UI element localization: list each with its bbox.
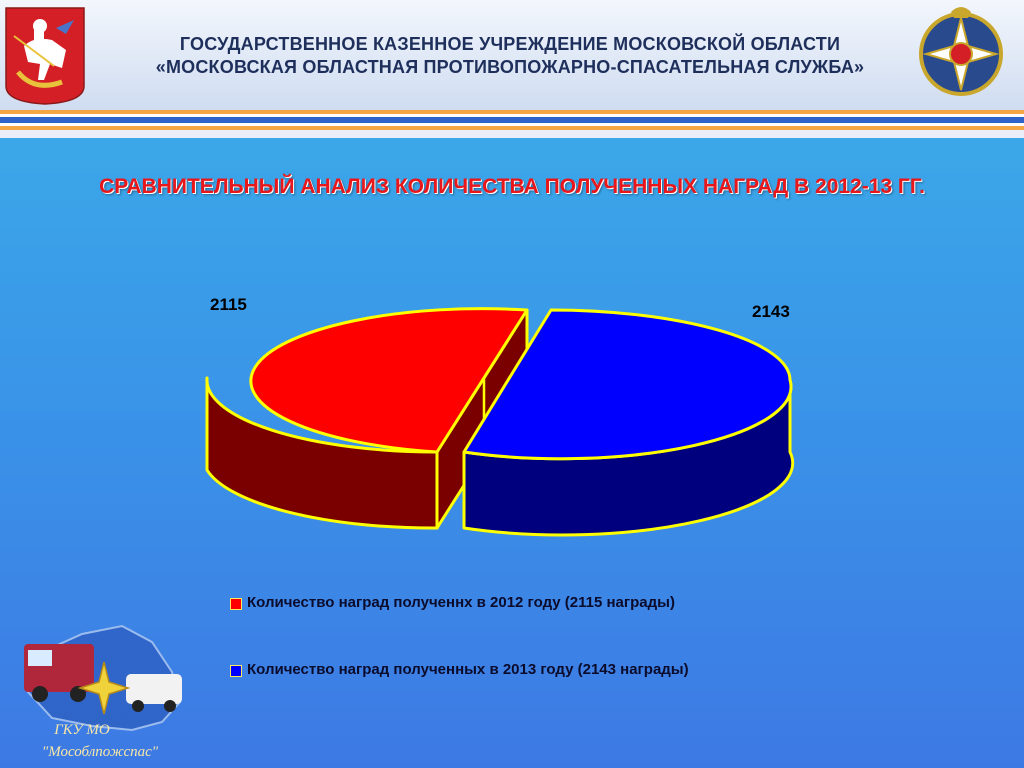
pie-chart (205, 307, 795, 537)
legend-swatch-2012 (230, 598, 242, 610)
legend-item-2013: Количество наград полученных в 2013 году… (230, 661, 930, 681)
organization-name-line2: «МОСКОВСКАЯ ОБЛАСТНАЯ ПРОТИВОПОЖАРНО-СПА… (155, 57, 865, 77)
legend-swatch-2013 (230, 665, 242, 677)
legend-label-2012: Количество наград полученнх в 2012 году … (247, 594, 675, 611)
chart-title: СРАВНИТЕЛЬНЫЙ АНАЛИЗ КОЛИЧЕСТВА ПОЛУЧЕНН… (99, 175, 925, 198)
mosoblpozhspas-emblem: ГКУ МО "Мособлпожспас" (24, 624, 182, 760)
organization-name-line1: ГОСУДАРСТВЕННОЕ КАЗЕННОЕ УЧРЕЖДЕНИЕ МОСК… (179, 34, 841, 54)
slice-2012-top (249, 307, 529, 454)
legend-label-2013: Количество наград полученных в 2013 году… (247, 661, 689, 678)
fire-rescue-emblem (919, 7, 1003, 96)
slice-2013-top (462, 308, 793, 461)
emblem-caption-1: ГКУ МО (53, 722, 110, 738)
coat-of-arms-logo (5, 7, 85, 105)
data-label-2012: 2115 (210, 295, 247, 314)
header-stripes (0, 110, 1024, 138)
data-label-2013: 2143 (752, 302, 790, 321)
legend-item-2012: Количество наград полученнх в 2012 году … (230, 594, 930, 614)
header-bar (0, 0, 1024, 110)
emblem-caption-2: "Мособлпожспас" (42, 744, 159, 760)
